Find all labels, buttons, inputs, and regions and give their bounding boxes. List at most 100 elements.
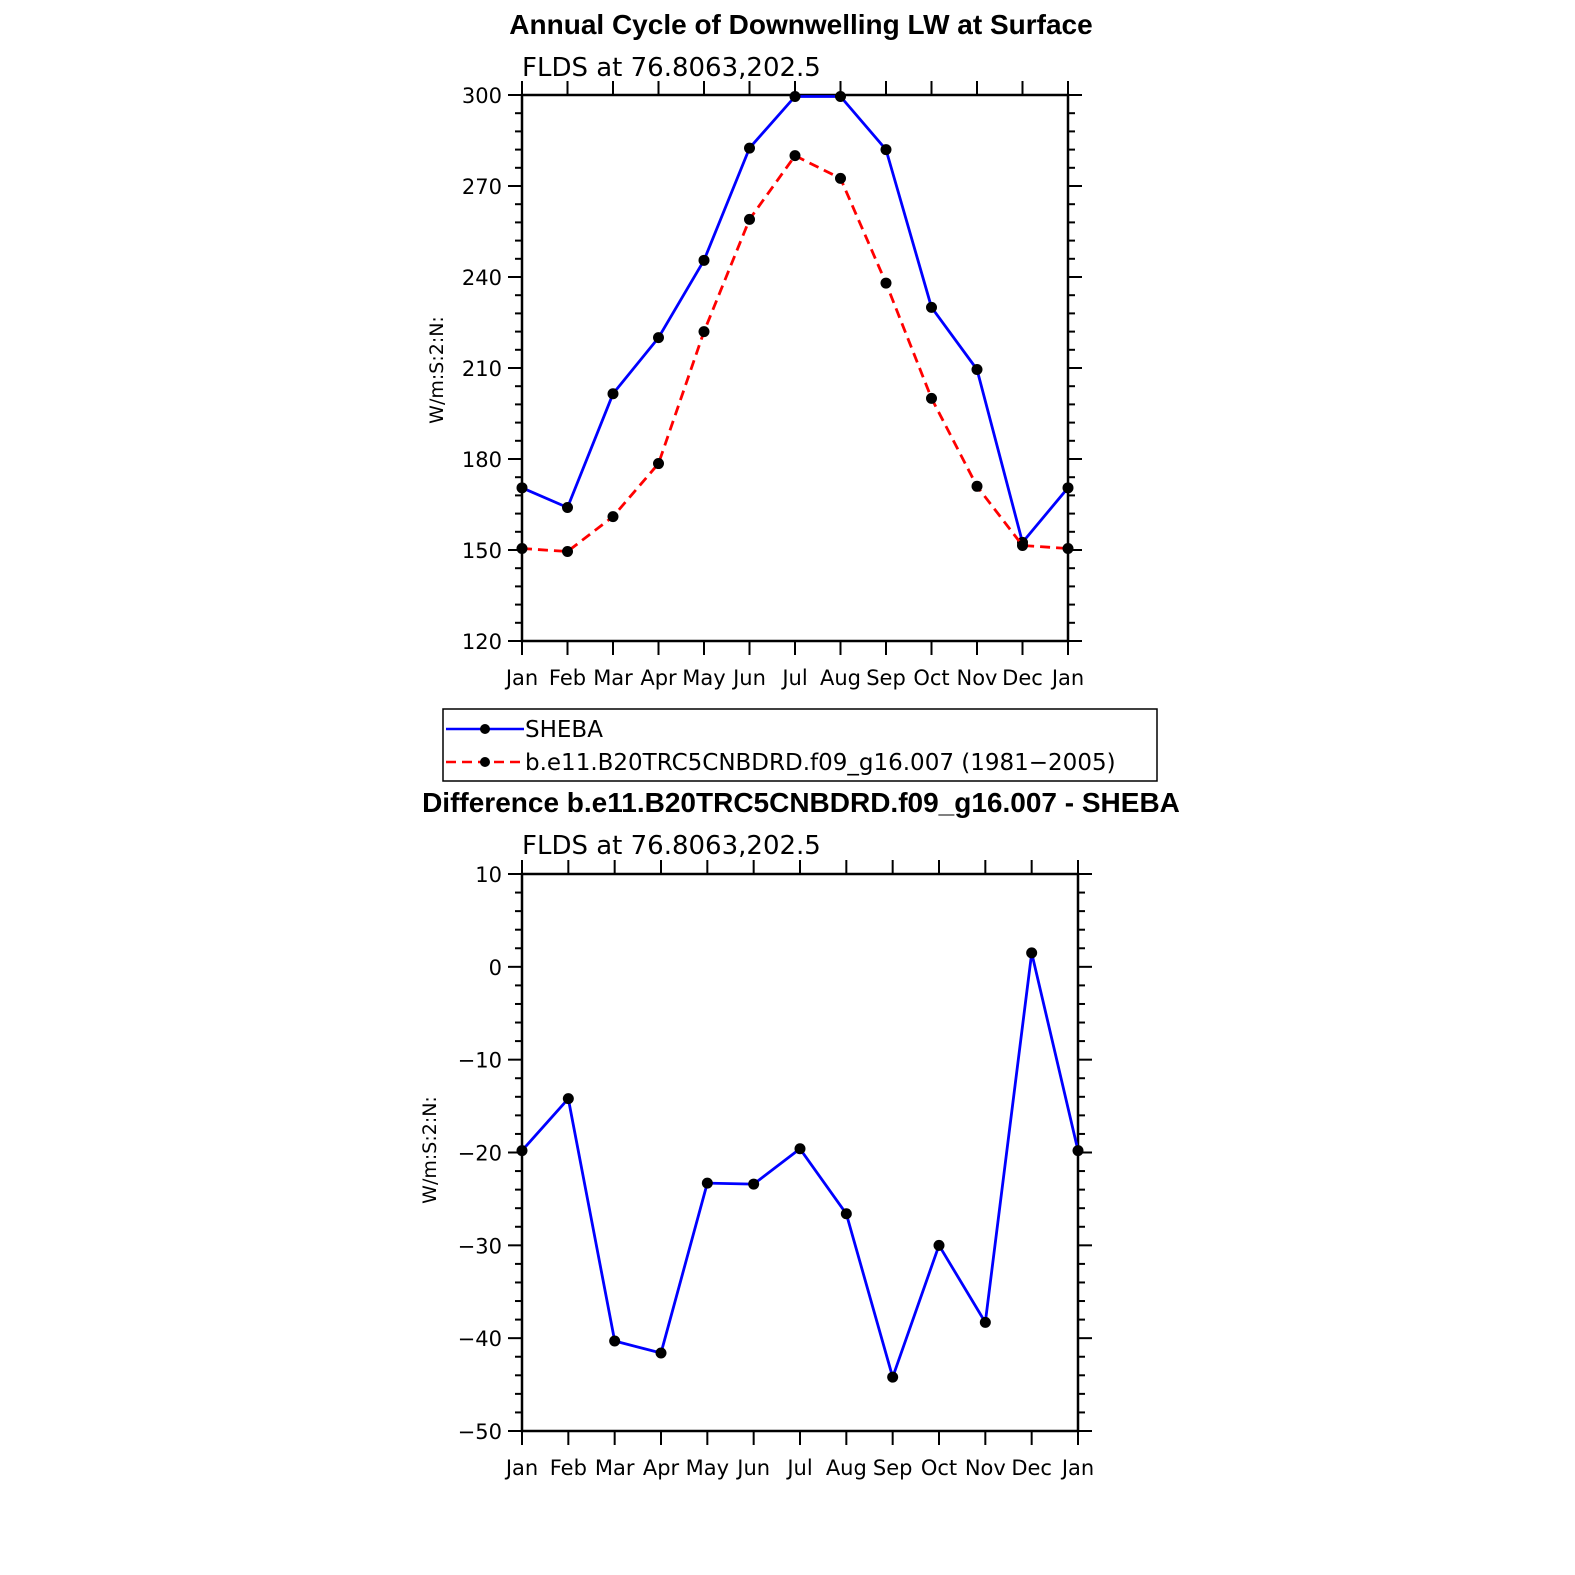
data-point [748, 1178, 760, 1190]
data-point [516, 542, 528, 554]
legend-label-sheba: SHEBA [525, 717, 603, 743]
top-plot-area: 120 150 180 210 240 270 300 Jan Feb Mar Apr May Jun J… [462, 81, 1084, 690]
x-tick-label: Sep [866, 666, 906, 690]
x-tick-label: Mar [595, 1456, 635, 1480]
data-point [562, 546, 573, 558]
x-tick-label: Oct [913, 666, 949, 690]
data-point [835, 172, 846, 184]
data-point [1062, 542, 1074, 554]
bottom-chart-y-axis-label: W/m:S:2:N: [419, 1096, 441, 1204]
data-point [926, 301, 937, 313]
x-tick-label: Jan [504, 1456, 538, 1480]
data-point [609, 1335, 621, 1347]
x-tick-label: Feb [550, 1456, 587, 1480]
top-chart: Annual Cycle of Downwelling LW at Surfac… [426, 9, 1158, 782]
x-tick-label: Jul [780, 666, 807, 690]
data-point [1072, 1145, 1084, 1157]
data-point [933, 1239, 945, 1251]
y-tick-label: 180 [462, 448, 502, 472]
plot-frame [520, 93, 1070, 643]
top-chart-y-axis-label: W/m:S:2:N: [426, 316, 448, 424]
y-tick-label: 240 [462, 266, 502, 290]
data-point [789, 91, 801, 103]
x-tick-label: Jun [731, 666, 766, 690]
data-point [840, 1208, 852, 1220]
data-point [1017, 539, 1028, 551]
data-point [653, 332, 664, 344]
data-point [789, 150, 801, 162]
y-tick-label: 150 [462, 539, 502, 563]
data-point [653, 458, 664, 470]
series-line-0 [520, 951, 1080, 1379]
data-point [744, 142, 755, 154]
legend-entry-sheba: SHEBA [446, 717, 603, 743]
y-tick-label: 10 [475, 863, 502, 887]
data-point [1026, 947, 1038, 959]
legend-label-model: b.e11.B20TRC5CNBDRD.f09_g16.007 (1981−20… [525, 750, 1116, 776]
top-chart-legend: SHEBA b.e11.B20TRC5CNBDRD.f09_g16.007 (1… [442, 708, 1158, 782]
x-tick-label: Apr [640, 666, 677, 690]
top-chart-subtitle: FLDS at 76.8063,202.5 [522, 53, 821, 83]
x-tick-label: Dec [1011, 1456, 1052, 1480]
x-tick-label: Nov [957, 666, 998, 690]
x-tick-label: Jan [1050, 666, 1084, 690]
data-point [516, 482, 528, 494]
data-point [698, 326, 710, 338]
x-tick-label: Jan [504, 666, 538, 690]
y-tick-label: 300 [462, 84, 502, 108]
data-point [562, 1093, 574, 1105]
data-point [701, 1177, 713, 1189]
bottom-chart: Difference b.e11.B20TRC5CNBDRD.f09_g16.0… [419, 787, 1180, 1480]
legend-entry-model: b.e11.B20TRC5CNBDRD.f09_g16.007 (1981−20… [446, 750, 1116, 776]
data-point [926, 392, 937, 404]
y-tick-label: −10 [458, 1049, 502, 1073]
x-tick-label: Apr [643, 1456, 680, 1480]
data-point [516, 1145, 528, 1157]
x-tick-label: Aug [820, 666, 861, 690]
x-tick-label: Aug [826, 1456, 867, 1480]
data-point [655, 1347, 667, 1359]
data-point [880, 144, 892, 156]
x-tick-label: Jun [735, 1456, 770, 1480]
data-point [744, 213, 755, 225]
x-tick-label: May [682, 666, 725, 690]
legend-box [442, 708, 1158, 782]
data-point [562, 502, 573, 514]
x-tick-label: Dec [1002, 666, 1043, 690]
x-tick-label: Jul [785, 1456, 812, 1480]
x-tick-label: Oct [921, 1456, 957, 1480]
y-tick-label: −30 [458, 1234, 502, 1258]
x-tick-label: May [686, 1456, 729, 1480]
x-tick-label: Mar [593, 666, 633, 690]
y-tick-label: 120 [462, 630, 502, 654]
x-tick-label: Jan [1060, 1456, 1094, 1480]
data-point [698, 254, 710, 266]
x-tick-label: Nov [965, 1456, 1006, 1480]
data-point [607, 388, 619, 400]
y-tick-label: 210 [462, 357, 502, 381]
bottom-chart-subtitle: FLDS at 76.8063,202.5 [522, 831, 821, 861]
series-line-0 [521, 95, 1070, 544]
data-point [1062, 482, 1074, 494]
y-tick-label: −50 [458, 1420, 502, 1444]
legend-marker-model [480, 757, 490, 767]
data-point [971, 480, 983, 492]
data-point [887, 1371, 899, 1383]
y-tick-label: −40 [458, 1327, 502, 1351]
data-point [607, 511, 619, 523]
top-chart-title: Annual Cycle of Downwelling LW at Surfac… [509, 9, 1092, 40]
data-point [835, 91, 846, 103]
x-tick-label: Sep [873, 1456, 913, 1480]
data-point [971, 364, 983, 376]
y-tick-label: 0 [489, 956, 502, 980]
series-line-1 [521, 154, 1069, 553]
y-tick-label: −20 [458, 1142, 502, 1166]
bottom-chart-title: Difference b.e11.B20TRC5CNBDRD.f09_g16.0… [422, 787, 1180, 818]
x-tick-label: Feb [549, 666, 586, 690]
legend-marker-sheba [480, 724, 490, 734]
data-point [794, 1143, 806, 1155]
bottom-plot-area: −50 −40 −30 −20 −10 0 10 Jan Feb Mar Apr May Jun Jul A… [458, 860, 1094, 1480]
y-tick-label: 270 [462, 175, 502, 199]
data-point [880, 277, 892, 289]
